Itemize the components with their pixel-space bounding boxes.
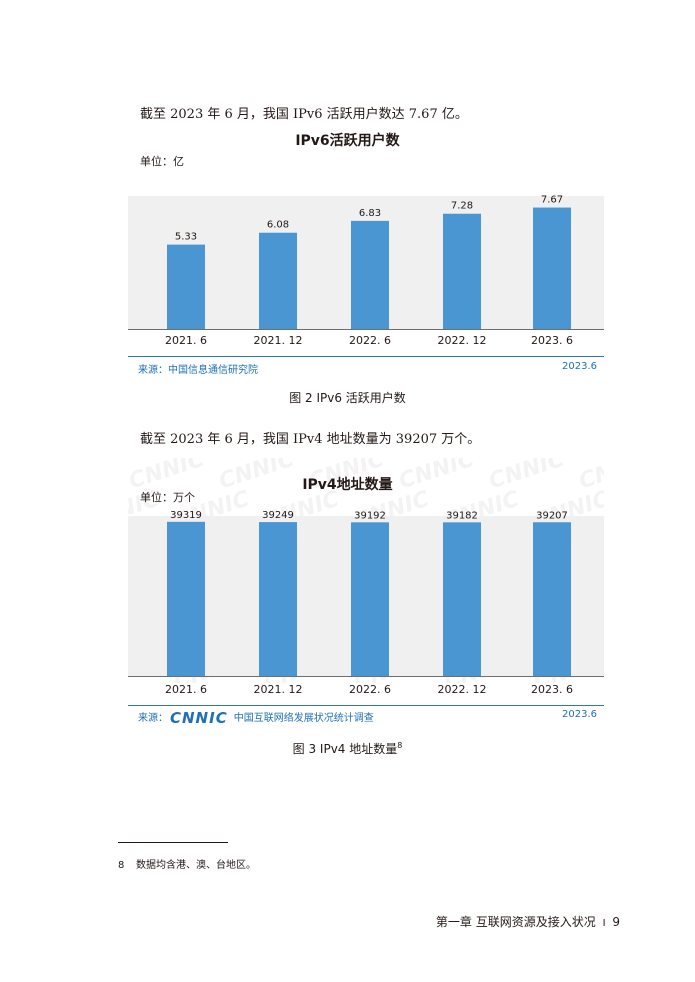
chart2-tick-label-3: 2022. 12 [437,683,487,696]
chart1-x-axis [128,329,604,330]
chart2-svg: 39319 39249 39192 39182 39207 [167,510,571,676]
chart2-value-label-3: 39182 [446,510,478,521]
figure3-caption-text: 图 3 IPv4 地址数量 [292,742,398,756]
chart1-tick-label-2: 2022. 6 [349,334,391,347]
running-footer: 第一章 互联网资源及接入状况 I 9 [436,913,620,930]
chart2-unit-label: 单位：万个 [140,491,195,504]
chart1-value-label-3: 7.28 [451,201,473,212]
chart2-source-rule [128,705,604,706]
figure3-caption: 图 3 IPv4 地址数量8 [0,740,695,757]
paragraph-ipv4: 截至 2023 年 6 月，我国 IPv4 地址数量为 39207 万个。 [140,432,481,447]
source-name: 中国互联网络发展状况统计调查 [233,713,374,724]
chart2-value-label-4: 39207 [536,510,568,521]
chart2-source-date: 2023.6 [562,709,597,720]
chart1-bar-0 [167,244,205,329]
chart2-tick-label-0: 2021. 6 [165,683,207,696]
chart1-value-label-1: 6.08 [267,220,289,231]
chart2-tick-label-4: 2023. 6 [531,683,573,696]
cnnic-logo-icon: CNNIC [170,709,228,727]
footer-separator: I [602,918,606,929]
chart1-tick-label-0: 2021. 6 [165,334,207,347]
chart1-source: 来源：中国信息通信研究院 [138,365,258,376]
chart1-value-label-2: 6.83 [359,208,381,219]
chart2-value-label-2: 39192 [354,510,386,521]
chart1-tick-label-3: 2022. 12 [437,334,487,347]
chart2-value-label-1: 39249 [262,510,294,521]
chart2-source: 来源： CNNIC 中国互联网络发展状况统计调查 [138,709,374,727]
footer-page: 9 [612,915,620,929]
chart2-title: IPv4地址数量 [302,477,393,493]
chart1-tick-label-1: 2021. 12 [253,334,303,347]
chart2-bar-2 [351,522,389,676]
chart1-bar-1 [259,232,297,329]
paragraph-ipv6: 截至 2023 年 6 月，我国 IPv6 活跃用户数达 7.67 亿。 [140,107,468,122]
chart1-source-rule [128,356,604,357]
chart2-bar-1 [259,522,297,676]
footnote-text: 数据均含港、澳、台地区。 [136,860,256,871]
chart2-bar-3 [443,522,481,676]
chart1-svg: 5.33 6.08 6.83 7.28 7.67 [167,195,571,329]
chart2-tick-label-1: 2021. 12 [253,683,303,696]
chart1-unit-label: 单位：亿 [140,155,184,168]
footnote-ref: 8 [397,741,403,750]
chart1-value-label-0: 5.33 [175,232,197,243]
chart1-bar-3 [443,213,481,329]
chart2-bar-0 [167,521,205,676]
chart1-bar-4 [533,207,571,329]
chart1-tick-label-4: 2023. 6 [531,334,573,347]
footnote-rule [118,842,228,843]
chart2-x-ticks: 2021. 6 2021. 12 2022. 6 2022. 12 2023. 6 [128,683,604,699]
chart2-bar-4 [533,522,571,676]
footnote-number: 8 [118,860,125,871]
chart2-x-axis [128,676,604,677]
footer-chapter: 第一章 互联网资源及接入状况 [435,915,596,929]
chart1-title: IPv6活跃用户数 [295,133,400,149]
chart2-value-label-0: 39319 [170,510,202,521]
chart2-tick-label-2: 2022. 6 [349,683,391,696]
source-prefix: 来源： [138,713,168,724]
chart1-value-label-4: 7.67 [541,195,563,206]
figure2-caption: 图 2 IPv6 活跃用户数 [289,391,406,405]
chart1-x-ticks: 2021. 6 2021. 12 2022. 6 2022. 12 2023. 6 [128,334,604,350]
footnote: 8 数据均含港、澳、台地区。 [118,856,256,871]
chart2-plot-area: 39319 39249 39192 39182 39207 [128,510,604,676]
chart1-source-date: 2023.6 [562,361,597,372]
chart1-bar-2 [351,220,389,329]
chart1-plot-area: 5.33 6.08 6.83 7.28 7.67 [128,195,604,329]
